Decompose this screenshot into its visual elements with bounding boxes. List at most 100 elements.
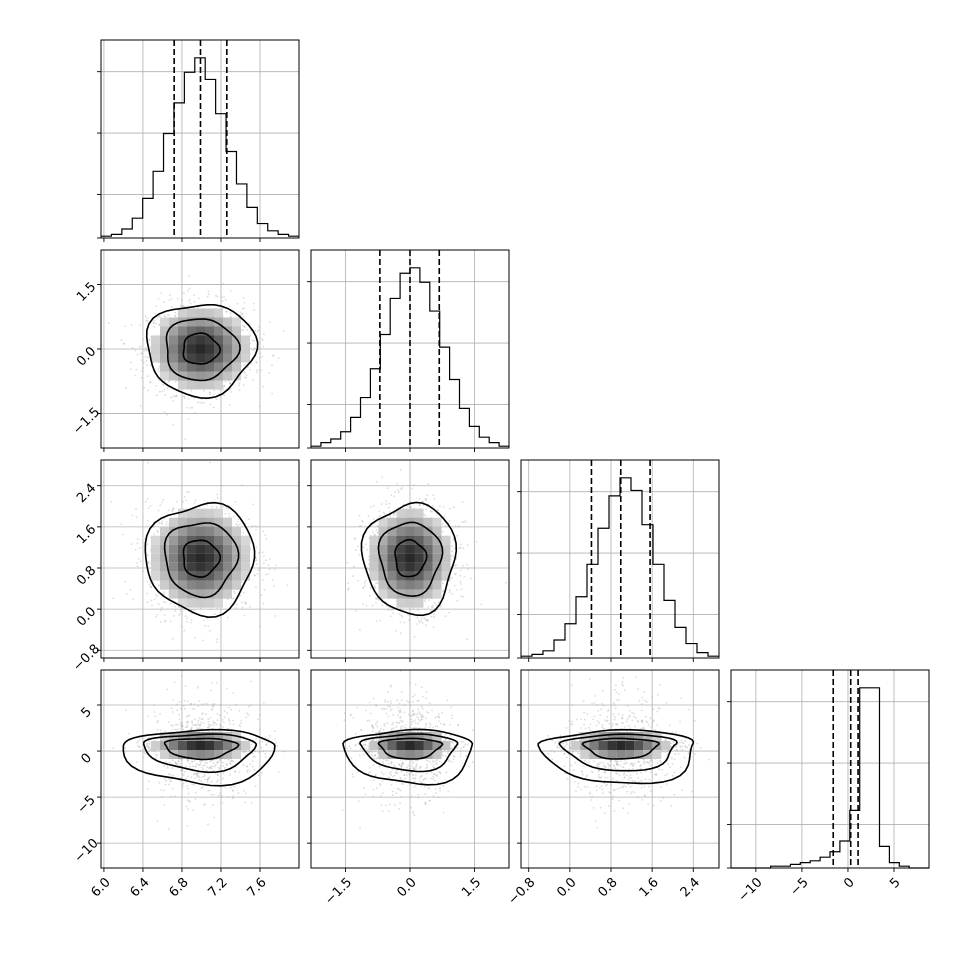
sample-point bbox=[462, 564, 464, 567]
sample-point bbox=[134, 374, 137, 377]
density-cell bbox=[151, 571, 160, 581]
sample-point bbox=[475, 541, 478, 543]
sample-point bbox=[274, 615, 276, 617]
density-cell bbox=[160, 562, 169, 572]
sample-point bbox=[156, 721, 159, 724]
sample-point bbox=[261, 355, 264, 358]
density-cell bbox=[214, 308, 223, 318]
sample-point bbox=[271, 579, 274, 582]
density-cell bbox=[232, 553, 241, 563]
sample-point bbox=[409, 506, 411, 509]
sample-point bbox=[187, 300, 190, 303]
contour-level-1 bbox=[377, 521, 444, 597]
sample-point bbox=[237, 518, 240, 520]
sample-point bbox=[149, 364, 152, 367]
sample-point bbox=[459, 546, 462, 549]
sample-point bbox=[225, 310, 228, 313]
sample-point bbox=[203, 389, 205, 392]
sample-point bbox=[130, 543, 133, 546]
sample-point bbox=[144, 347, 147, 349]
sample-point bbox=[238, 384, 241, 387]
density-cell bbox=[169, 371, 178, 381]
sample-point bbox=[154, 615, 157, 618]
sample-point bbox=[418, 619, 420, 622]
density-cell bbox=[232, 326, 241, 336]
sample-point bbox=[153, 533, 156, 536]
sample-point bbox=[432, 626, 435, 629]
density-cell bbox=[151, 335, 160, 345]
sample-point bbox=[223, 716, 226, 719]
sample-point bbox=[158, 522, 161, 524]
sample-point bbox=[139, 405, 142, 407]
sample-point bbox=[193, 502, 196, 504]
density-cell bbox=[423, 553, 433, 563]
density-cell bbox=[178, 598, 187, 608]
sample-point bbox=[174, 381, 177, 383]
sample-point bbox=[149, 381, 152, 383]
density-cell bbox=[196, 371, 205, 381]
sample-point bbox=[136, 542, 139, 545]
sample-point bbox=[272, 354, 275, 357]
sample-point bbox=[160, 729, 162, 731]
density-cell bbox=[205, 380, 214, 390]
sample-point bbox=[159, 504, 162, 507]
sample-point bbox=[137, 745, 139, 747]
density-cell bbox=[232, 580, 241, 590]
sample-point bbox=[229, 311, 232, 314]
sample-point bbox=[353, 537, 356, 540]
sample-point bbox=[162, 499, 165, 501]
density-cell bbox=[169, 589, 178, 599]
density-cell bbox=[178, 571, 187, 581]
sample-point bbox=[207, 290, 210, 293]
sample-point bbox=[208, 776, 211, 779]
sample-point bbox=[451, 550, 454, 553]
sample-point bbox=[223, 394, 226, 397]
sample-point bbox=[259, 352, 261, 355]
sample-point bbox=[147, 520, 149, 522]
sample-point bbox=[409, 507, 412, 509]
sample-point bbox=[451, 545, 454, 547]
sample-point bbox=[158, 379, 161, 382]
density-cell bbox=[187, 508, 196, 518]
sample-point bbox=[216, 493, 219, 496]
sample-point bbox=[162, 600, 165, 603]
sample-point bbox=[155, 385, 157, 387]
density-cell bbox=[214, 508, 223, 518]
sample-point bbox=[160, 606, 163, 609]
sample-point bbox=[262, 530, 265, 532]
sample-point bbox=[224, 299, 227, 301]
sample-point bbox=[268, 558, 271, 560]
sample-point bbox=[156, 613, 159, 616]
sample-point bbox=[421, 621, 424, 624]
sample-point bbox=[258, 551, 260, 554]
sample-point bbox=[286, 584, 289, 586]
sample-point bbox=[166, 387, 169, 390]
sample-point bbox=[140, 345, 143, 347]
sample-point bbox=[209, 760, 212, 763]
density-cell bbox=[414, 553, 424, 563]
sample-point bbox=[174, 761, 177, 763]
density-cell bbox=[178, 535, 187, 545]
sample-point bbox=[142, 361, 145, 364]
sample-point bbox=[258, 568, 261, 571]
sample-point bbox=[228, 305, 231, 307]
sample-point bbox=[171, 510, 174, 513]
contour-level-1 bbox=[165, 318, 241, 382]
density-cell bbox=[241, 344, 250, 354]
density-cell bbox=[396, 517, 406, 527]
density-cell bbox=[405, 562, 415, 572]
sample-point bbox=[255, 525, 257, 528]
sample-point bbox=[146, 375, 149, 378]
sample-point bbox=[189, 407, 192, 409]
sample-point bbox=[371, 604, 374, 607]
sample-point bbox=[261, 339, 264, 342]
sample-point bbox=[355, 610, 357, 612]
sample-point bbox=[183, 395, 186, 398]
sample-point bbox=[178, 701, 181, 703]
sample-point bbox=[466, 563, 469, 566]
histogram-panel-1 bbox=[307, 249, 510, 452]
sample-point bbox=[243, 325, 246, 328]
sample-point bbox=[443, 515, 446, 518]
density-cell bbox=[414, 598, 424, 608]
